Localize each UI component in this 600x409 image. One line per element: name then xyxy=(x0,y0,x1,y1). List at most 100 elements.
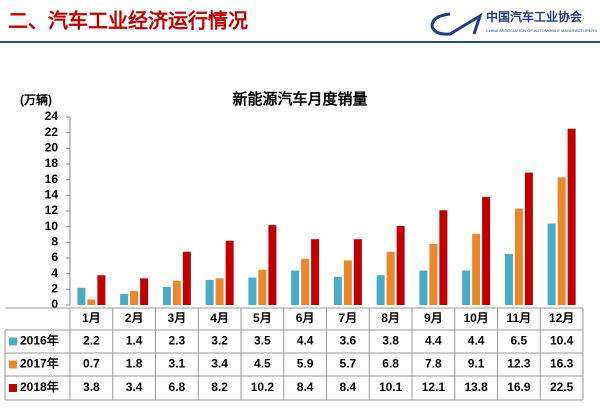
table-cell: 13.8 xyxy=(464,380,488,394)
slide-title: 二、汽车工业经济运行情况 xyxy=(8,8,248,32)
y-tick-label: 14 xyxy=(45,188,59,202)
bar xyxy=(311,239,320,305)
bar xyxy=(439,210,448,305)
x-tick-label: 9月 xyxy=(424,311,443,325)
bar xyxy=(248,277,257,305)
table-cell: 8.4 xyxy=(340,380,357,394)
x-tick-label: 4月 xyxy=(210,311,229,325)
x-tick-label: 11月 xyxy=(507,311,532,325)
bar xyxy=(429,243,438,305)
bar xyxy=(353,239,362,305)
bar xyxy=(258,269,267,305)
bar xyxy=(162,286,171,305)
bar xyxy=(130,290,139,305)
legend-swatch xyxy=(9,384,17,392)
table-cell: 22.5 xyxy=(550,380,574,394)
bar xyxy=(472,233,481,305)
y-tick-label: 18 xyxy=(45,156,59,170)
bar xyxy=(557,177,566,305)
bar xyxy=(504,254,513,305)
x-tick-label: 2月 xyxy=(125,311,144,325)
bar xyxy=(172,280,181,305)
table-cell: 3.4 xyxy=(211,357,228,371)
x-tick-label: 12月 xyxy=(549,311,574,325)
table-cell: 3.5 xyxy=(254,334,271,348)
legend-label: 2017年 xyxy=(20,356,59,371)
table-cell: 5.9 xyxy=(297,357,314,371)
y-axis-label: (万辆) xyxy=(20,92,52,107)
bar xyxy=(376,275,385,305)
legend-label: 2018年 xyxy=(20,379,59,394)
table-cell: 9.1 xyxy=(468,357,485,371)
x-tick-label: 10月 xyxy=(463,311,488,325)
y-tick-label: 10 xyxy=(45,219,59,233)
table-cell: 10.1 xyxy=(379,380,403,394)
x-tick-label: 8月 xyxy=(381,311,400,325)
table-cell: 3.8 xyxy=(382,334,399,348)
y-tick-label: 16 xyxy=(45,172,59,186)
table-cell: 2.2 xyxy=(83,334,100,348)
table-cell: 16.3 xyxy=(550,357,574,371)
bar xyxy=(386,251,395,305)
bar xyxy=(343,260,352,305)
y-tick-label: 6 xyxy=(51,250,58,264)
bar xyxy=(301,258,310,305)
table-cell: 1.8 xyxy=(126,357,143,371)
bar xyxy=(87,299,96,305)
bar xyxy=(140,278,149,305)
bar xyxy=(205,279,214,305)
bar xyxy=(97,275,106,305)
org-name-en: CHINA ASSOCIATION OF AUTOMOBILE MANUFACT… xyxy=(486,28,597,33)
bar xyxy=(419,270,428,305)
bar xyxy=(462,270,471,305)
bar xyxy=(215,278,224,305)
table-cell: 3.4 xyxy=(126,380,143,394)
y-tick-label: 8 xyxy=(51,235,58,249)
bar xyxy=(120,294,129,305)
bar xyxy=(225,240,234,305)
table-cell: 12.1 xyxy=(422,380,446,394)
bar xyxy=(482,196,491,305)
legend-swatch xyxy=(9,360,17,369)
table-cell: 7.8 xyxy=(425,357,442,371)
table-cell: 5.7 xyxy=(340,357,357,371)
table-cell: 10.4 xyxy=(550,334,574,348)
table-cell: 12.3 xyxy=(507,357,531,371)
table-cell: 6.5 xyxy=(511,334,528,348)
table-cell: 4.4 xyxy=(468,334,485,348)
org-name: 中国汽车工业协会 xyxy=(486,9,583,24)
legend-swatch xyxy=(9,337,17,346)
table-cell: 3.8 xyxy=(83,380,100,394)
table-cell: 16.9 xyxy=(507,380,531,394)
table-cell: 0.7 xyxy=(83,357,100,371)
logo-mark xyxy=(430,12,483,36)
bar xyxy=(524,172,533,305)
table-cell: 2.3 xyxy=(169,334,186,348)
table-cell: 4.4 xyxy=(297,334,314,348)
table-cell: 4.5 xyxy=(254,357,271,371)
table-cell: 3.6 xyxy=(340,334,357,348)
bar xyxy=(396,225,405,305)
x-tick-label: 7月 xyxy=(339,311,358,325)
y-tick-label: 2 xyxy=(51,282,58,296)
bar xyxy=(77,287,86,305)
table-cell: 3.1 xyxy=(169,357,186,371)
y-tick-label: 0 xyxy=(51,297,58,311)
bar xyxy=(514,208,523,305)
table-cell: 10.2 xyxy=(251,380,275,394)
table-cell: 6.8 xyxy=(382,357,399,371)
bar xyxy=(333,276,342,305)
bar xyxy=(547,223,556,305)
y-tick-label: 4 xyxy=(51,266,58,280)
table-cell: 8.2 xyxy=(211,380,228,394)
bar xyxy=(182,251,191,305)
table-cell: 1.4 xyxy=(126,334,143,348)
x-tick-label: 1月 xyxy=(82,311,101,325)
legend-label: 2016年 xyxy=(20,333,59,348)
y-tick-label: 20 xyxy=(45,141,59,155)
y-tick-label: 24 xyxy=(45,109,59,123)
table-cell: 3.2 xyxy=(211,334,228,348)
chart-title: 新能源汽车月度销量 xyxy=(232,90,367,108)
bar xyxy=(268,225,277,305)
